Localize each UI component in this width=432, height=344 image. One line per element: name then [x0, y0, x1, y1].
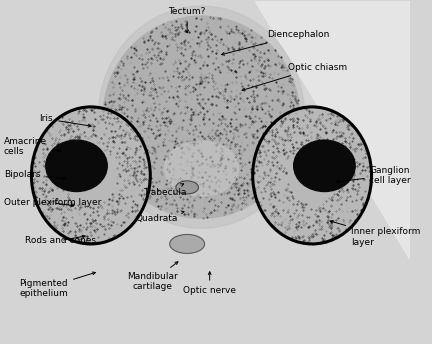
Text: Optic chiasm: Optic chiasm	[242, 63, 346, 91]
Ellipse shape	[165, 141, 238, 196]
Text: Trabecula: Trabecula	[143, 184, 186, 197]
Ellipse shape	[253, 107, 372, 244]
Ellipse shape	[176, 181, 198, 194]
Text: Inner plexiform
layer: Inner plexiform layer	[330, 221, 420, 247]
Text: Pigmented
epithelium: Pigmented epithelium	[19, 272, 95, 298]
Ellipse shape	[98, 6, 305, 228]
Polygon shape	[255, 1, 419, 275]
Text: Ganglion
cell layer: Ganglion cell layer	[337, 166, 411, 185]
Circle shape	[46, 140, 107, 192]
Text: Optic nerve: Optic nerve	[183, 272, 236, 295]
Ellipse shape	[32, 107, 150, 244]
Text: Tectum?: Tectum?	[168, 7, 206, 33]
Ellipse shape	[170, 235, 205, 254]
Text: Mandibular
cartilage: Mandibular cartilage	[127, 262, 178, 291]
Text: Iris: Iris	[40, 115, 91, 127]
Text: Quadrata: Quadrata	[135, 211, 184, 223]
Text: Rods and cones: Rods and cones	[25, 235, 96, 245]
Text: Bipolars: Bipolars	[4, 170, 66, 180]
Text: Outer plexiform layer: Outer plexiform layer	[4, 198, 102, 207]
Text: Diencephalon: Diencephalon	[222, 31, 330, 55]
Text: Amacrine
cells: Amacrine cells	[4, 137, 60, 156]
Ellipse shape	[103, 16, 300, 218]
Circle shape	[294, 140, 355, 192]
